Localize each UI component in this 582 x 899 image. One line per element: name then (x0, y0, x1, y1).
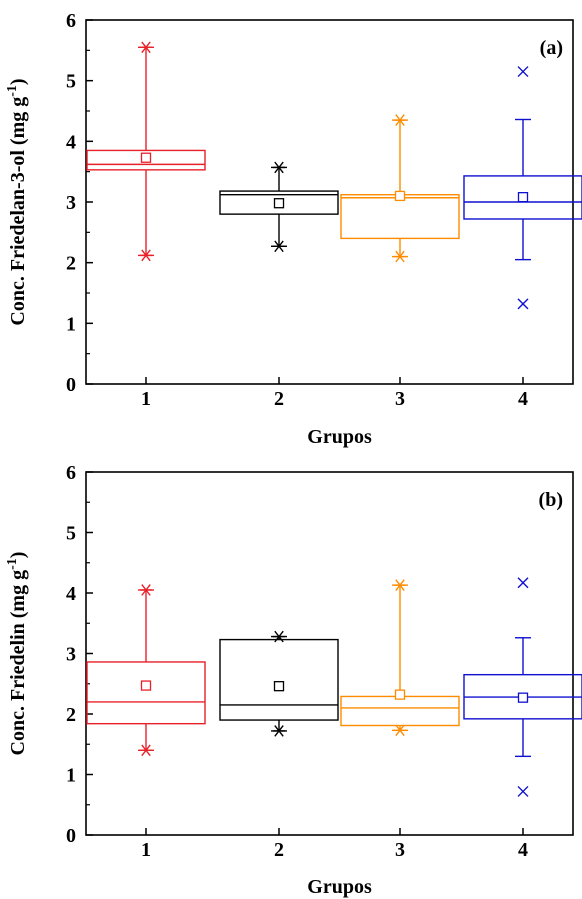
y-axis-title-text: Conc. Friedelan-3-ol (mg g (7, 97, 29, 326)
plot-frame (85, 471, 574, 836)
y-tick-label: 1 (66, 765, 76, 787)
y-tick-label: 2 (66, 253, 76, 275)
x-tick-label: 4 (518, 388, 528, 410)
y-tick-label: 3 (66, 192, 76, 214)
y-tick-label: 3 (66, 644, 76, 666)
min-marker-stroke (141, 744, 151, 757)
min-marker-stroke (274, 240, 284, 253)
max-marker (394, 114, 406, 126)
mean-marker (394, 190, 406, 202)
box-group-3 (340, 584, 460, 732)
x-tick-label: 2 (274, 839, 284, 861)
x-tick-label: 3 (395, 839, 405, 861)
box-group-2 (219, 166, 339, 247)
min-marker-stroke (395, 250, 405, 263)
box (86, 149, 206, 171)
mean-marker (517, 191, 529, 203)
mean-marker (273, 681, 285, 692)
x-axis-title: Grupos (307, 876, 372, 898)
box (340, 695, 460, 727)
box-group-2 (219, 635, 339, 732)
y-axis-title-unit-exponent: -1 (5, 558, 20, 570)
y-axis-title-close: ) (7, 552, 29, 559)
outlier-marker-stroke (517, 577, 529, 589)
min-marker-stroke (141, 249, 151, 262)
y-tick-label: 1 (66, 313, 76, 335)
min-marker (140, 249, 152, 262)
mean-marker (140, 680, 152, 691)
max-marker (140, 584, 152, 596)
y-tick-label: 5 (66, 523, 76, 545)
min-marker (394, 250, 406, 263)
y-tick-label: 6 (66, 462, 76, 484)
y-axis-title: Conc. Friedelan-3-ol (mg g-1) (5, 78, 29, 325)
y-tick-label: 6 (66, 10, 76, 32)
y-tick-label: 4 (66, 583, 76, 605)
x-tick-label: 4 (518, 839, 528, 861)
y-tick-label: 0 (66, 374, 76, 396)
x-tick-label: 1 (141, 839, 151, 861)
box-group-4 (463, 118, 582, 261)
min-marker (140, 744, 152, 757)
mean-marker (394, 689, 406, 700)
x-tick-label: 3 (395, 388, 405, 410)
y-tick-label: 4 (66, 131, 76, 153)
outlier-marker (517, 66, 529, 78)
panel-label: (a) (540, 37, 563, 59)
box-group-1 (86, 589, 206, 751)
max-marker (273, 630, 285, 643)
y-axis-title-unit-exponent: -1 (5, 85, 20, 97)
max-marker-stroke (141, 41, 151, 54)
max-marker-stroke (395, 114, 405, 126)
box (219, 638, 339, 721)
y-tick-label: 2 (66, 704, 76, 726)
outlier-marker-stroke (517, 66, 529, 78)
box (340, 194, 460, 240)
max-marker-stroke (141, 584, 151, 596)
box-group-3 (340, 119, 460, 258)
box-group-4 (463, 637, 582, 758)
box (86, 661, 206, 725)
outlier-marker-stroke (517, 785, 529, 797)
box (463, 175, 582, 220)
max-marker-stroke (274, 630, 284, 643)
max-marker (394, 579, 406, 591)
outlier-marker (517, 785, 529, 797)
min-marker (273, 240, 285, 253)
min-marker-stroke (395, 724, 405, 737)
min-marker (273, 725, 285, 737)
max-marker (140, 41, 152, 54)
min-marker-stroke (274, 725, 284, 737)
y-axis-title-close: ) (7, 78, 29, 85)
panel-a: 0 1 2 3 4 5 6 1 2 3 4 Grupos Conc. Friedelan-3-ol (m… (5, 10, 582, 448)
mean-marker (517, 692, 529, 703)
x-axis-title: Grupos (307, 426, 372, 448)
box-group-1 (86, 46, 206, 257)
outlier-marker-stroke (517, 298, 529, 310)
max-marker-stroke (274, 161, 284, 174)
min-marker (394, 724, 406, 737)
outlier-marker (517, 298, 529, 310)
outlier-marker (517, 577, 529, 589)
y-tick-label: 0 (66, 825, 76, 847)
x-tick-label: 1 (141, 388, 151, 410)
mean-marker (273, 198, 285, 209)
box (219, 190, 339, 215)
y-tick-label: 5 (66, 71, 76, 93)
x-tick-label: 2 (274, 388, 284, 410)
y-axis-title-text: Conc. Friedelin (mg g (7, 570, 29, 756)
max-marker (273, 161, 285, 174)
mean-marker (140, 152, 152, 163)
panel-b: 0 1 2 3 4 5 6 1 2 3 4 Grupos Conc. Friedelin (mg g-1… (5, 462, 582, 898)
panel-label: (b) (539, 489, 563, 511)
max-marker-stroke (395, 579, 405, 591)
y-axis-title: Conc. Friedelin (mg g-1) (5, 552, 29, 756)
